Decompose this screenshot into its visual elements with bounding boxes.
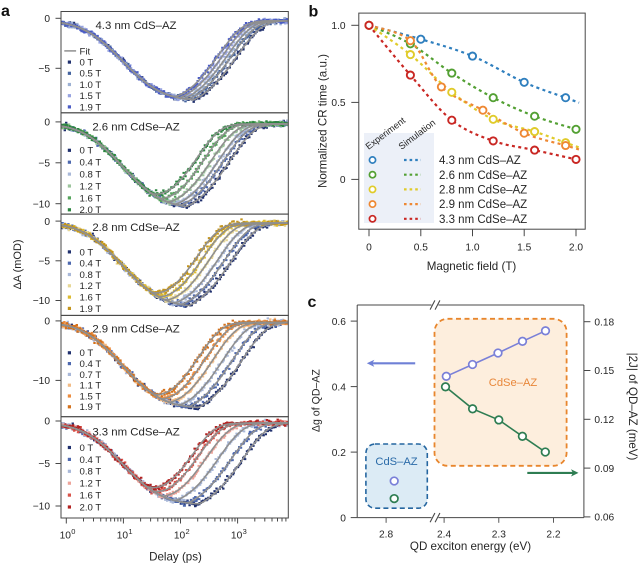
- svg-text:Δg of QD–AZ: Δg of QD–AZ: [311, 369, 323, 433]
- svg-text:2.2: 2.2: [546, 530, 560, 541]
- svg-text:0 T: 0 T: [80, 443, 94, 454]
- svg-text:c: c: [308, 294, 317, 311]
- svg-text:Normalized CR time (a.u.): Normalized CR time (a.u.): [316, 54, 329, 188]
- svg-text:0.5: 0.5: [414, 243, 428, 254]
- svg-text:2: 2: [186, 527, 190, 536]
- svg-text:−5: −5: [38, 159, 50, 170]
- svg-text:2.8 nm CdSe–AZ: 2.8 nm CdSe–AZ: [439, 185, 527, 197]
- svg-text:1.5: 1.5: [517, 243, 531, 254]
- svg-text:3.3 nm CdSe–AZ: 3.3 nm CdSe–AZ: [439, 214, 527, 226]
- svg-text:0: 0: [340, 513, 346, 524]
- svg-text:1.9 T: 1.9 T: [80, 102, 102, 113]
- svg-text:−5: −5: [38, 459, 50, 470]
- svg-text:0.8 T: 0.8 T: [80, 170, 102, 181]
- svg-text:0 T: 0 T: [80, 348, 94, 359]
- svg-text:0.4: 0.4: [332, 382, 346, 393]
- svg-text:1.0 T: 1.0 T: [80, 80, 102, 91]
- svg-text:0: 0: [71, 527, 75, 536]
- svg-text:0: 0: [44, 118, 50, 129]
- svg-text:1.0: 1.0: [331, 21, 345, 32]
- svg-text:−10: −10: [33, 376, 51, 387]
- svg-text:0.4 T: 0.4 T: [80, 158, 102, 169]
- svg-text:b: b: [309, 3, 319, 20]
- svg-text:10: 10: [117, 531, 129, 542]
- svg-text:4.3 nm CdS–AZ: 4.3 nm CdS–AZ: [439, 155, 521, 167]
- svg-text:0.18: 0.18: [594, 317, 614, 328]
- svg-text:0.8 T: 0.8 T: [80, 270, 102, 281]
- svg-text:0.7 T: 0.7 T: [80, 370, 102, 381]
- svg-text:2.8: 2.8: [379, 530, 393, 541]
- svg-text:0.12: 0.12: [594, 415, 614, 426]
- svg-text:0: 0: [44, 417, 50, 428]
- svg-text:a: a: [1, 3, 10, 20]
- svg-text:0.8 T: 0.8 T: [80, 467, 102, 478]
- svg-text:3.3 nm CdSe–AZ: 3.3 nm CdSe–AZ: [92, 427, 179, 439]
- svg-text:1.5 T: 1.5 T: [80, 91, 102, 102]
- svg-text:0.15: 0.15: [594, 366, 614, 377]
- svg-text:0.2: 0.2: [332, 448, 346, 459]
- svg-text:2.9 nm CdSe–AZ: 2.9 nm CdSe–AZ: [439, 199, 527, 211]
- svg-text:1.1 T: 1.1 T: [80, 381, 102, 392]
- svg-text:2.0 T: 2.0 T: [80, 502, 102, 513]
- svg-text:2.6 nm CdSe–AZ: 2.6 nm CdSe–AZ: [439, 170, 527, 182]
- svg-text:1.9 T: 1.9 T: [80, 304, 102, 315]
- svg-text:−5: −5: [38, 257, 50, 268]
- svg-text:0: 0: [44, 317, 50, 328]
- svg-text:10: 10: [174, 531, 186, 542]
- svg-text:2.8 nm CdSe–AZ: 2.8 nm CdSe–AZ: [92, 222, 179, 234]
- svg-text:0.06: 0.06: [594, 513, 614, 524]
- svg-text:Fit: Fit: [80, 46, 91, 57]
- svg-text:2.3: 2.3: [492, 530, 506, 541]
- svg-text:|2J| of QD–AZ (meV): |2J| of QD–AZ (meV): [626, 353, 639, 461]
- svg-text:2.9 nm CdSe–AZ: 2.9 nm CdSe–AZ: [92, 324, 179, 336]
- svg-text:1.6 T: 1.6 T: [80, 193, 102, 204]
- svg-text:2.4: 2.4: [437, 530, 451, 541]
- svg-text:CdSe–AZ: CdSe–AZ: [489, 377, 538, 389]
- svg-text:1.5 T: 1.5 T: [80, 391, 102, 402]
- svg-text:CdS–AZ: CdS–AZ: [375, 456, 417, 468]
- svg-text:0.4 T: 0.4 T: [80, 455, 102, 466]
- svg-text:0: 0: [44, 217, 50, 228]
- svg-text:0.4 T: 0.4 T: [80, 259, 102, 270]
- svg-text:1.2 T: 1.2 T: [80, 479, 102, 490]
- svg-text:2.6 nm CdSe–AZ: 2.6 nm CdSe–AZ: [92, 122, 179, 134]
- svg-text:10: 10: [231, 531, 243, 542]
- svg-text:3: 3: [243, 527, 247, 536]
- svg-text:0.5: 0.5: [331, 98, 345, 109]
- svg-text:0.09: 0.09: [594, 464, 614, 475]
- svg-text:1.2 T: 1.2 T: [80, 181, 102, 192]
- svg-text:4.3 nm CdS–AZ: 4.3 nm CdS–AZ: [95, 20, 176, 32]
- svg-text:0.4 T: 0.4 T: [80, 359, 102, 370]
- svg-text:0.6: 0.6: [332, 317, 346, 328]
- svg-text:1: 1: [128, 527, 132, 536]
- svg-text:0: 0: [366, 243, 372, 254]
- svg-text:0.5 T: 0.5 T: [80, 69, 102, 80]
- svg-text:2.0 T: 2.0 T: [80, 205, 102, 216]
- svg-text:−5: −5: [38, 64, 50, 75]
- svg-text:1.6 T: 1.6 T: [80, 293, 102, 304]
- svg-text:−10: −10: [33, 199, 51, 210]
- svg-text:Delay (ps): Delay (ps): [149, 551, 202, 564]
- svg-text:0 T: 0 T: [80, 146, 94, 157]
- svg-text:ΔA (mOD): ΔA (mOD): [12, 239, 24, 289]
- svg-text:10: 10: [60, 531, 72, 542]
- svg-text:−10: −10: [33, 502, 51, 513]
- svg-text:2.0: 2.0: [569, 243, 583, 254]
- svg-text:0: 0: [340, 175, 346, 186]
- svg-text:1.0: 1.0: [465, 243, 479, 254]
- svg-text:Magnetic field (T): Magnetic field (T): [427, 260, 517, 273]
- svg-text:0 T: 0 T: [80, 58, 94, 69]
- svg-text:QD exciton energy (eV): QD exciton energy (eV): [410, 540, 531, 553]
- svg-text:0 T: 0 T: [80, 247, 94, 258]
- svg-text:1.9 T: 1.9 T: [80, 402, 102, 413]
- svg-text:−10: −10: [33, 296, 51, 307]
- svg-text:1.2 T: 1.2 T: [80, 281, 102, 292]
- svg-text:0: 0: [44, 14, 50, 25]
- svg-text:1.6 T: 1.6 T: [80, 491, 102, 502]
